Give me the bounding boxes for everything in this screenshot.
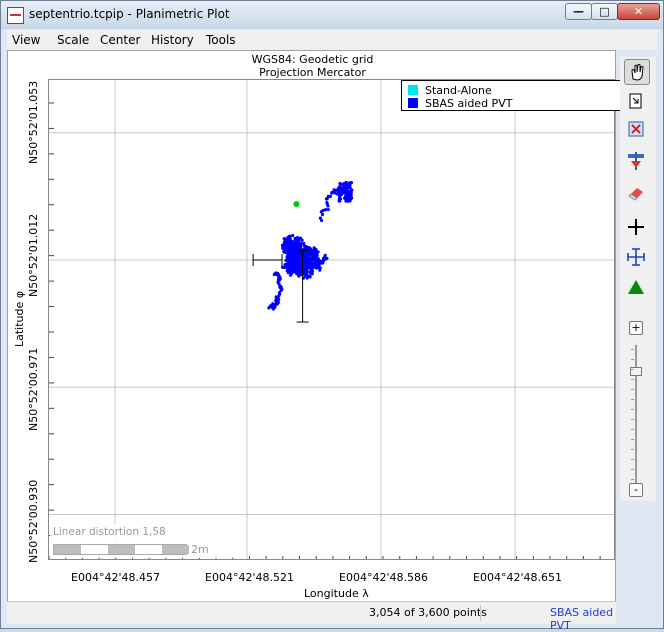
triangle-icon bbox=[627, 278, 645, 296]
sbas-point bbox=[346, 184, 349, 187]
menu-scale[interactable]: Scale bbox=[57, 33, 89, 47]
crosshair-icon bbox=[627, 218, 645, 236]
scale-label: 2m bbox=[191, 543, 209, 556]
zoom-slider-tick bbox=[631, 349, 634, 350]
zoom-slider-tick bbox=[631, 439, 634, 440]
zoom-slider-tick bbox=[631, 369, 634, 370]
zoom-slider-tick bbox=[631, 359, 634, 360]
zoom-slider-tick bbox=[631, 389, 634, 390]
sbas-point bbox=[289, 240, 292, 243]
distortion-overlay: Linear distortion 1,58 2m bbox=[50, 524, 240, 558]
y-tick-label: N50°52'01.053 bbox=[27, 81, 40, 164]
zoom-slider-tick bbox=[631, 429, 634, 430]
scale-segment bbox=[162, 545, 189, 554]
zoom-slider-tick bbox=[631, 469, 634, 470]
menu-view[interactable]: View bbox=[12, 33, 40, 47]
legend-swatch bbox=[408, 85, 418, 95]
grid-title: WGS84: Geodetic grid bbox=[8, 53, 617, 66]
y-tick-label: N50°52'01.012 bbox=[27, 214, 40, 297]
window-title: septentrio.tcpip - Planimetric Plot bbox=[29, 7, 230, 21]
sbas-point bbox=[350, 181, 353, 184]
zoom-slider-track[interactable] bbox=[635, 345, 637, 485]
plot-toolbar: + - bbox=[620, 57, 656, 501]
linear-distortion-text: Linear distortion 1,58 bbox=[53, 526, 166, 538]
minimize-icon: — bbox=[566, 4, 591, 19]
legend-label: SBAS aided PVT bbox=[425, 97, 512, 110]
status-divider bbox=[480, 605, 481, 621]
close-button[interactable]: ✕ bbox=[617, 3, 660, 20]
legend: Stand-Alone SBAS aided PVT bbox=[401, 80, 621, 111]
maximize-icon: □ bbox=[592, 4, 617, 19]
error-bars-icon bbox=[627, 248, 645, 266]
zoom-box-icon bbox=[627, 92, 645, 110]
scale-bar bbox=[53, 544, 187, 555]
center-tool-button[interactable] bbox=[624, 149, 650, 175]
sbas-point bbox=[268, 306, 271, 309]
error-bars-button[interactable] bbox=[624, 245, 650, 271]
eraser-button[interactable] bbox=[624, 181, 650, 207]
zoom-slider-tick bbox=[631, 409, 634, 410]
scale-segment bbox=[54, 545, 81, 554]
crosshair-button[interactable] bbox=[624, 215, 650, 241]
x-tick-label: E004°42'48.586 bbox=[339, 571, 428, 584]
hand-icon bbox=[628, 63, 646, 81]
plot-panel: WGS84: Geodetic grid Projection Mercator… bbox=[7, 50, 616, 624]
y-tick-label: N50°52'00.971 bbox=[27, 348, 40, 431]
legend-label: Stand-Alone bbox=[425, 84, 492, 97]
sbas-point bbox=[293, 262, 296, 265]
minimize-button[interactable]: — bbox=[565, 3, 592, 20]
y-axis-label: Latitude φ bbox=[13, 291, 26, 347]
y-tick-label: N50°52'00.930 bbox=[27, 480, 40, 563]
menu-bar: View Scale Center History Tools bbox=[7, 30, 657, 50]
scale-segment bbox=[81, 545, 108, 554]
fit-view-icon bbox=[627, 120, 645, 138]
zoom-slider-tick bbox=[631, 419, 634, 420]
fit-view-button[interactable] bbox=[624, 117, 650, 143]
points-count: 3,054 of 3,600 points bbox=[369, 606, 487, 619]
zoom-slider-tick bbox=[631, 479, 634, 480]
sbas-point bbox=[298, 272, 301, 275]
pvt-mode-status: SBAS aided PVT bbox=[550, 606, 616, 632]
pan-tool-button[interactable] bbox=[624, 59, 650, 85]
maximize-button[interactable]: □ bbox=[591, 3, 618, 20]
sbas-point bbox=[286, 236, 289, 239]
title-bar[interactable]: septentrio.tcpip - Planimetric Plot — □ … bbox=[1, 1, 663, 29]
reference-point-button[interactable] bbox=[624, 275, 650, 301]
latest-fix-point bbox=[293, 201, 299, 207]
sbas-point bbox=[343, 182, 346, 185]
sbas-point bbox=[292, 259, 295, 262]
zoom-box-button[interactable] bbox=[624, 89, 650, 115]
zoom-slider-tick bbox=[631, 449, 634, 450]
close-icon: ✕ bbox=[618, 4, 659, 19]
x-tick-label: E004°42'48.457 bbox=[71, 571, 160, 584]
x-axis-label: Longitude λ bbox=[304, 587, 369, 600]
scale-segment bbox=[108, 545, 135, 554]
zoom-out-button[interactable]: - bbox=[629, 483, 643, 497]
zoom-slider-tick bbox=[631, 399, 634, 400]
zoom-slider-tick bbox=[631, 459, 634, 460]
zoom-in-button[interactable]: + bbox=[629, 321, 643, 335]
menu-center[interactable]: Center bbox=[100, 33, 140, 47]
scatter-plot bbox=[49, 80, 615, 560]
x-tick-label: E004°42'48.521 bbox=[205, 571, 294, 584]
app-icon bbox=[7, 7, 24, 24]
x-tick-label: E004°42'48.651 bbox=[473, 571, 562, 584]
sbas-point bbox=[349, 190, 352, 193]
scale-segment bbox=[135, 545, 162, 554]
sbas-point bbox=[338, 182, 341, 185]
center-icon bbox=[627, 152, 645, 170]
legend-swatch bbox=[408, 98, 418, 108]
status-bar: 3,054 of 3,600 points SBAS aided PVT bbox=[7, 601, 616, 624]
zoom-slider-tick bbox=[631, 379, 634, 380]
menu-tools[interactable]: Tools bbox=[206, 33, 236, 47]
eraser-icon bbox=[627, 184, 645, 202]
plot-area[interactable] bbox=[48, 79, 615, 560]
menu-history[interactable]: History bbox=[151, 33, 194, 47]
projection-title: Projection Mercator bbox=[8, 66, 617, 79]
